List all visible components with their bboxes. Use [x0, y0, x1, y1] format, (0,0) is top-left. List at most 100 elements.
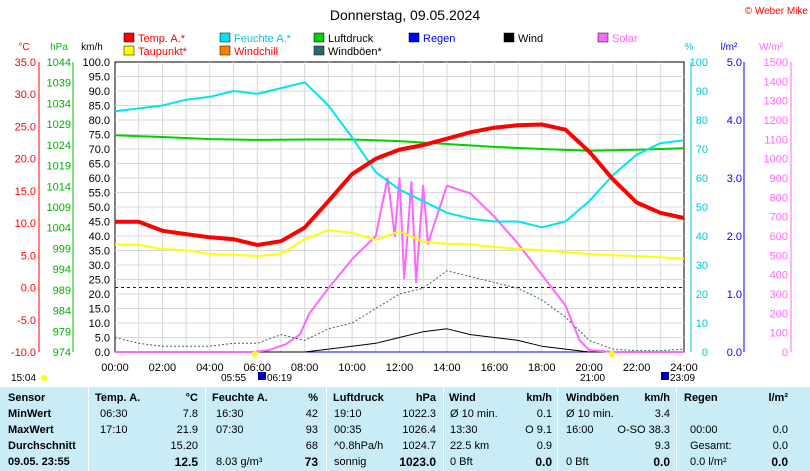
sunset-label: 21:00: [580, 373, 605, 384]
legend-swatch: [219, 32, 231, 43]
pressure-axis-unit: hPa: [50, 42, 68, 53]
weather-chart: Donnerstag, 09.05.2024 © Weber Mike Temp. …: [11, 6, 809, 384]
humidity-tick-label: 0: [702, 347, 708, 359]
solar-tick-label: 900: [770, 173, 788, 185]
sunrise-label: 05:55: [221, 373, 246, 384]
sunset2-label: 23:09: [670, 373, 695, 384]
solar-tick-label: 0: [782, 347, 788, 359]
row-label: MaxWert: [8, 424, 54, 436]
temp-value: 12.5: [174, 455, 198, 469]
header-sensor: Sensor: [8, 392, 46, 404]
time-tick-label: 14:00: [433, 362, 461, 374]
humidity-time: 16:30: [216, 408, 244, 420]
wind-tick-label: 30.0: [89, 260, 110, 272]
wind-tick-label: 80.0: [89, 115, 110, 127]
wind-tick-label: 60.0: [89, 173, 110, 185]
sunset-dot: [609, 351, 615, 357]
wind-tick-label: 70.0: [89, 144, 110, 156]
wind-label: Ø 10 min.: [450, 408, 498, 420]
pressure-tick-label: 1039: [47, 78, 71, 90]
humidity-time: 07:30: [216, 424, 244, 436]
wind-value: 0.1: [536, 408, 552, 420]
humidity-value: 42: [305, 408, 318, 420]
table-column-separator: [88, 387, 89, 471]
humidity-tick-label: 10: [696, 318, 708, 330]
series-line-tempa: [115, 122, 685, 247]
rain-axis-unit: l/m²: [721, 42, 738, 53]
legend-label: Regen: [423, 33, 455, 45]
gusts-value: 0.0: [653, 455, 670, 469]
statistics-panel: [0, 387, 810, 471]
temp-tick-label: 25.0: [15, 121, 36, 133]
humidity-tick-label: 60: [696, 173, 708, 185]
pressure-value: 1024.7: [402, 440, 436, 452]
solar-tick-label: 800: [770, 192, 788, 204]
header-rain-unit: l/m²: [768, 392, 788, 404]
series-line-solar: [115, 177, 684, 353]
pressure-value: 1026.4: [402, 424, 436, 436]
time-tick-label: 02:00: [149, 362, 177, 374]
legend-label: Wind: [518, 33, 543, 45]
legend-swatch: [597, 32, 609, 43]
rain-label: 00:00: [690, 424, 718, 436]
table-column-separator: [326, 387, 327, 471]
rain-value: 0.0: [772, 424, 788, 436]
now-time-label: 15:04: [11, 373, 36, 384]
legend-swatch: [123, 32, 135, 43]
rain-tick-label: 1.0: [727, 289, 742, 301]
credit-text: © Weber Mike: [745, 6, 809, 17]
header-temp: Temp. A.: [95, 392, 141, 404]
wind-tick-label: 100.0: [82, 57, 110, 69]
pressure-tick-label: 1009: [47, 202, 71, 214]
wind-label: 13:30: [450, 424, 478, 436]
legend-label: Luftdruck: [328, 33, 374, 45]
legend-swatch: [408, 32, 420, 43]
wind-label: 0 Bft: [450, 456, 473, 468]
pressure-tick-label: 979: [53, 326, 71, 338]
wind-tick-label: 85.0: [89, 101, 110, 113]
temp-value: 21.9: [176, 424, 198, 436]
time-tick-label: 04:00: [196, 362, 224, 374]
humidity-tick-label: 90: [696, 86, 708, 98]
wind-value: 0.9: [536, 440, 552, 452]
header-gusts-unit: km/h: [644, 392, 670, 404]
humidity-tick-label: 70: [696, 144, 708, 156]
pressure-tick-label: 1019: [47, 161, 71, 173]
pressure-tick-label: 1044: [47, 57, 71, 69]
temp-tick-label: 30.0: [15, 89, 36, 101]
humidity-value: 73: [304, 455, 318, 469]
solar-tick-label: 700: [770, 212, 788, 224]
table-column-separator: [443, 387, 444, 471]
rain-tick-label: 5.0: [727, 57, 742, 69]
humidity-time: 8.03 g/m³: [216, 456, 263, 468]
wind-value: 0.0: [535, 455, 552, 469]
solar-axis-unit: W/m²: [759, 42, 784, 53]
rain-label: Gesamt:: [690, 440, 732, 452]
rain-tick-label: 2.0: [727, 231, 742, 243]
temp-axis-unit: °C: [18, 42, 29, 53]
pressure-tick-label: 989: [53, 285, 71, 297]
pressure-tick-label: 1004: [47, 223, 71, 235]
wind-tick-label: 20.0: [89, 289, 110, 301]
temp-tick-label: 20.0: [15, 154, 36, 166]
legend-label: Windchill: [234, 46, 278, 58]
time-tick-label: 12:00: [386, 362, 414, 374]
gusts-value: O-SO 38.3: [617, 424, 670, 436]
solar-tick-label: 200: [770, 308, 788, 320]
humidity-value: 68: [305, 440, 318, 452]
legend-label: Solar: [612, 33, 638, 45]
humidity-tick-label: 100: [690, 57, 708, 69]
solar-tick-label: 1500: [764, 57, 788, 69]
gusts-value: 3.4: [654, 408, 670, 420]
humidity-tick-label: 80: [696, 115, 708, 127]
wind-tick-label: 15.0: [89, 304, 110, 316]
pressure-time: sonnig: [334, 456, 367, 468]
header-gusts: Windböen: [566, 392, 620, 404]
wind-tick-label: 25.0: [89, 275, 110, 287]
wind-tick-label: 45.0: [89, 217, 110, 229]
solar-tick-label: 100: [770, 328, 788, 340]
temp-tick-label: 15.0: [15, 186, 36, 198]
legend-swatch: [219, 45, 231, 56]
gusts-label: 16:00: [566, 424, 594, 436]
wind-axis-unit: km/h: [81, 42, 103, 53]
